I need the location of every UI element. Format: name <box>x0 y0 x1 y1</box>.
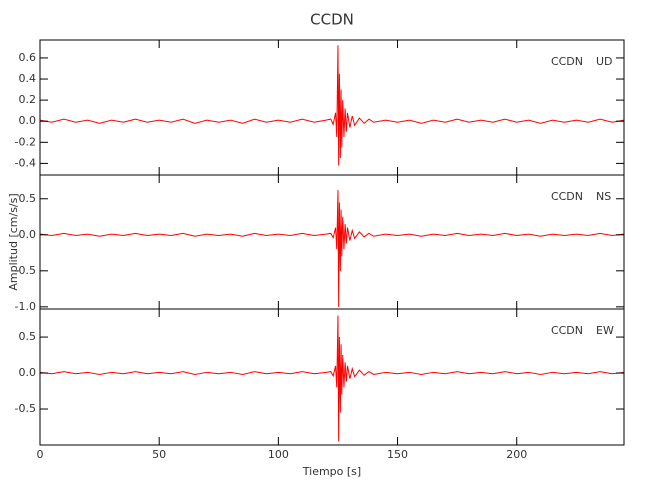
x-axis-label: Tiempo [s] <box>302 465 361 478</box>
x-tick-label: 0 <box>37 448 44 461</box>
y-tick-label: 0.6 <box>19 51 37 64</box>
y-tick-label: 0.4 <box>19 72 37 85</box>
panel-station: CCDN <box>551 190 583 203</box>
panel-station: CCDN <box>551 324 583 337</box>
y-tick-label: 0.0 <box>19 228 37 241</box>
chart-title: CCDN <box>310 11 354 29</box>
panel-component: UD <box>596 55 613 68</box>
y-axis-label: Amplitud [cm/s/s] <box>7 193 20 290</box>
panel-frame <box>39 308 625 446</box>
panel-frame <box>39 174 625 310</box>
y-tick-label: 0.0 <box>19 366 37 379</box>
trace <box>39 190 625 307</box>
x-tick-label: 200 <box>506 448 527 461</box>
x-tick-label: 150 <box>387 448 408 461</box>
panel-component: NS <box>596 190 611 203</box>
y-tick-label: 0.5 <box>19 192 37 205</box>
y-tick-label: -0.5 <box>15 402 36 415</box>
y-tick-label: -1.0 <box>15 300 36 313</box>
panel-station: CCDN <box>551 55 583 68</box>
trace <box>39 315 625 442</box>
panel-frame <box>39 39 625 176</box>
panel-component: EW <box>596 324 614 337</box>
y-tick-label: 0.2 <box>19 93 37 106</box>
x-tick-label: 100 <box>268 448 289 461</box>
y-tick-label: 0.5 <box>19 330 37 343</box>
y-tick-label: -0.5 <box>15 264 36 277</box>
y-tick-label: -0.2 <box>15 135 36 148</box>
x-tick-label: 50 <box>152 448 166 461</box>
y-tick-label: 0.0 <box>19 114 37 127</box>
y-tick-label: -0.4 <box>15 156 36 169</box>
trace <box>39 45 625 166</box>
